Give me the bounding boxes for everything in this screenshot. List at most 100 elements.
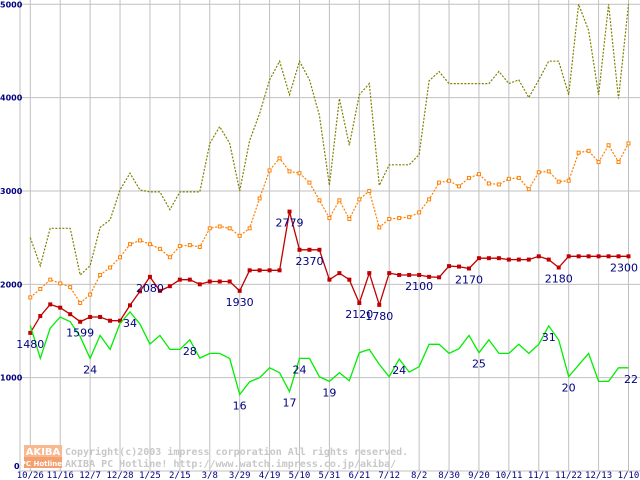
data-point-orange — [337, 198, 342, 203]
data-label: 16 — [233, 399, 247, 412]
x-tick-label: 9/20 — [468, 471, 490, 480]
copyright-watermark: AKIBA PC Hotline! Copyright(c)2003 impre… — [21, 445, 408, 470]
data-point-red — [277, 268, 282, 273]
data-label: 17 — [283, 397, 297, 410]
data-point-red — [187, 277, 192, 282]
akiba-logo-bottom — [24, 457, 62, 468]
data-point-orange — [516, 175, 521, 180]
x-tick-label: 11/16 — [47, 471, 74, 480]
data-point-red — [28, 330, 33, 335]
data-point-red — [506, 257, 511, 262]
data-point-red — [616, 254, 621, 259]
x-tick-label: 7/12 — [378, 471, 400, 480]
data-point-orange — [427, 197, 432, 202]
data-point-orange — [118, 255, 123, 260]
x-tick-label: 11/1 — [528, 471, 550, 480]
x-tick-label: 3/8 — [202, 471, 218, 480]
data-point-red — [157, 288, 162, 293]
data-point-red — [68, 312, 73, 317]
x-tick-label: 10/26 — [17, 471, 44, 480]
data-point-red — [128, 303, 132, 308]
data-label: 31 — [542, 331, 556, 344]
data-point-red — [137, 289, 142, 294]
data-label: 24 — [83, 363, 97, 376]
data-label: 22 — [624, 373, 638, 386]
data-point-red — [596, 254, 601, 259]
data-point-orange — [297, 171, 302, 176]
y-tick-label: 2000 — [0, 280, 23, 289]
series-green — [29, 310, 629, 396]
data-label: 2170 — [455, 273, 483, 286]
data-point-orange — [78, 300, 83, 305]
akiba-logo-top — [24, 445, 62, 457]
data-point-orange — [476, 172, 481, 177]
data-point-orange — [38, 286, 43, 291]
akiba-logo-subtext: PC Hotline! — [21, 460, 65, 468]
data-point-orange — [347, 216, 352, 221]
x-tick-label: 3/29 — [229, 471, 251, 480]
series-red — [28, 209, 631, 335]
data-point-red — [287, 209, 292, 214]
data-point-orange — [88, 292, 93, 297]
x-tick-label: 11/22 — [555, 471, 582, 480]
data-point-orange — [137, 238, 142, 243]
data-point-red — [566, 254, 571, 259]
data-point-orange — [566, 178, 571, 183]
data-point-orange — [466, 175, 471, 180]
x-tick-label: 6/21 — [348, 471, 370, 480]
data-point-red — [267, 268, 272, 273]
data-point-red — [397, 272, 402, 277]
data-point-red — [417, 272, 422, 277]
data-label: 2300 — [610, 261, 638, 274]
data-point-red — [217, 279, 222, 284]
data-point-red — [327, 277, 332, 282]
data-point-orange — [397, 216, 402, 221]
data-point-orange — [128, 242, 132, 247]
data-point-red — [447, 264, 452, 269]
data-point-orange — [357, 197, 362, 202]
data-point-orange — [167, 255, 172, 260]
data-point-red — [58, 305, 63, 310]
x-tick-label: 5/31 — [319, 471, 341, 480]
data-point-orange — [576, 150, 581, 155]
data-point-red — [78, 319, 83, 324]
data-point-red — [546, 257, 551, 262]
data-label: 20 — [562, 382, 576, 395]
data-point-orange — [237, 233, 242, 238]
x-axis: 10/26 11/16 12/7 12/28 1/25 2/15 3/8 3/29 4/19 5/… — [17, 471, 640, 480]
data-point-orange — [28, 295, 33, 300]
y-axis: 0 1000 2000 3000 4000 5000 — [0, 0, 23, 471]
data-point-red — [387, 271, 392, 276]
data-point-orange — [197, 244, 202, 249]
data-point-orange — [526, 187, 531, 192]
akiba-logo-text: AKIBA — [26, 447, 61, 458]
data-label: 25 — [472, 358, 486, 371]
data-point-red — [516, 257, 521, 262]
data-point-orange — [267, 168, 272, 173]
data-label: 1599 — [66, 327, 94, 340]
data-point-orange — [546, 169, 551, 174]
data-label: 2080 — [136, 282, 164, 295]
data-point-orange — [307, 180, 312, 185]
data-point-red — [88, 314, 93, 319]
data-label: 1480 — [16, 338, 44, 351]
data-point-orange — [287, 169, 292, 174]
data-point-orange — [486, 181, 491, 186]
data-point-red — [118, 318, 123, 323]
data-point-red — [317, 247, 322, 252]
data-point-orange — [48, 277, 53, 282]
data-point-red — [167, 284, 172, 289]
data-label: 24 — [292, 363, 306, 376]
data-point-red — [526, 257, 531, 262]
data-point-orange — [58, 281, 63, 286]
data-point-orange — [177, 244, 182, 249]
data-point-orange — [327, 216, 332, 221]
series-line-olive — [29, 4, 630, 277]
data-point-red — [108, 318, 113, 323]
data-point-red — [496, 256, 501, 261]
x-tick-label: 12/7 — [79, 471, 101, 480]
data-point-red — [586, 254, 591, 259]
data-point-orange — [147, 242, 152, 247]
data-point-orange — [447, 178, 452, 183]
data-point-red — [427, 274, 432, 279]
